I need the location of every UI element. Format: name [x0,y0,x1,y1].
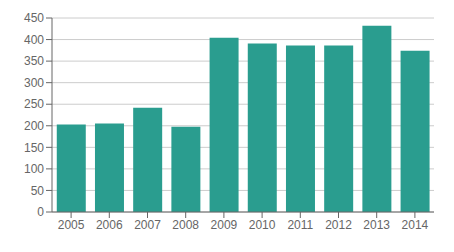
svg-text:2013: 2013 [363,218,390,232]
svg-text:450: 450 [24,11,44,25]
svg-text:400: 400 [24,33,44,47]
svg-text:150: 150 [24,141,44,155]
svg-text:2005: 2005 [58,218,85,232]
svg-text:2007: 2007 [134,218,161,232]
svg-text:2012: 2012 [325,218,352,232]
svg-text:2009: 2009 [211,218,238,232]
svg-text:2014: 2014 [402,218,429,232]
svg-text:250: 250 [24,97,44,111]
svg-text:50: 50 [31,184,45,198]
svg-text:2010: 2010 [249,218,276,232]
svg-text:200: 200 [24,119,44,133]
svg-text:100: 100 [24,162,44,176]
svg-text:2006: 2006 [96,218,123,232]
svg-text:0: 0 [37,205,44,219]
svg-text:300: 300 [24,76,44,90]
svg-text:350: 350 [24,54,44,68]
svg-text:2011: 2011 [287,218,313,232]
svg-text:2008: 2008 [172,218,199,232]
